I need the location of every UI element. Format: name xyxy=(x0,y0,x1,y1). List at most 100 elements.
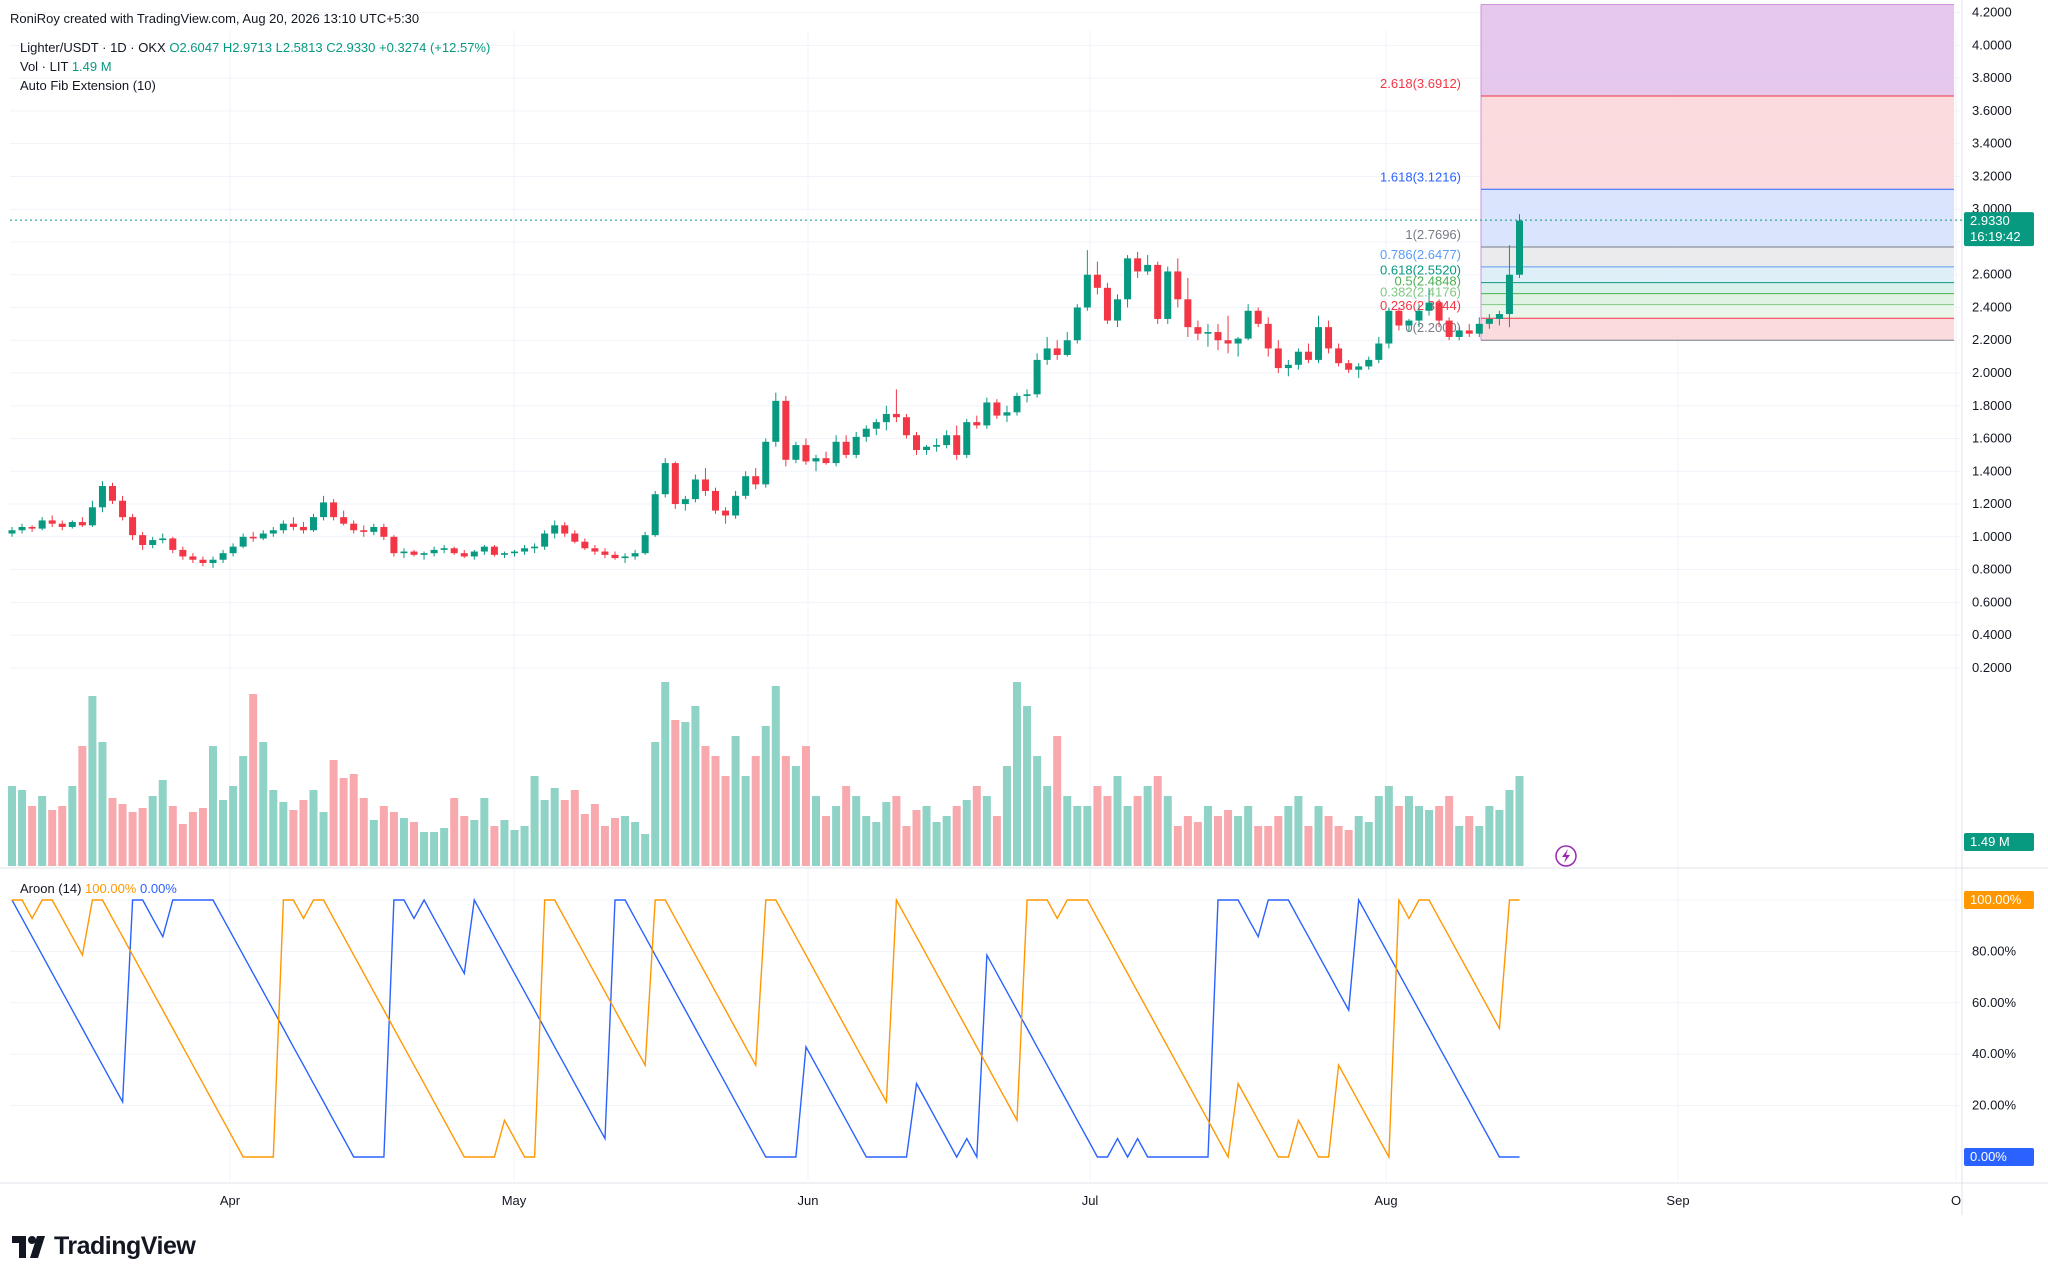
volume-bar xyxy=(158,780,167,866)
volume-legend[interactable]: Vol · LIT 1.49 M xyxy=(20,59,112,74)
candle xyxy=(299,522,307,534)
volume-bar xyxy=(902,826,911,866)
candle xyxy=(1083,250,1091,311)
volume-bar xyxy=(1475,826,1484,866)
candle xyxy=(1254,307,1262,328)
candle xyxy=(581,538,589,550)
volume-bar xyxy=(882,802,891,866)
candle-body xyxy=(119,500,127,518)
volume-bar xyxy=(1214,816,1222,866)
candle xyxy=(782,395,790,467)
volume-bar xyxy=(972,786,981,866)
volume-bar xyxy=(550,788,559,866)
volume-bar xyxy=(1294,796,1303,866)
candle xyxy=(1144,255,1152,275)
candlesticks[interactable] xyxy=(8,214,1524,568)
volume-bar xyxy=(500,820,509,866)
candle xyxy=(1415,304,1423,328)
time-tick-label: Apr xyxy=(220,1193,241,1208)
candle xyxy=(1214,323,1222,351)
candle xyxy=(189,553,197,564)
candle xyxy=(822,451,830,465)
volume-bar xyxy=(1354,816,1363,866)
price-tick-label: 1.6000 xyxy=(1972,431,2012,446)
volume-bar xyxy=(138,808,147,866)
time-tick-label: Aug xyxy=(1374,1193,1397,1208)
volume-bar xyxy=(48,810,57,866)
candle xyxy=(28,525,36,532)
aroon-tick-label: 60.00% xyxy=(1972,995,2017,1010)
candle xyxy=(802,438,810,465)
volume-bar xyxy=(922,806,931,866)
candle xyxy=(219,549,227,564)
candle xyxy=(430,546,438,557)
volume-bar xyxy=(1254,826,1263,866)
volume-bar xyxy=(1002,766,1011,866)
candle-body xyxy=(571,533,579,542)
candle-body xyxy=(209,559,217,564)
candle xyxy=(1204,323,1212,347)
volume-badge: 1.49 M xyxy=(1964,833,2034,851)
candle xyxy=(1274,340,1282,373)
volume-bar xyxy=(1445,796,1454,866)
candle xyxy=(1114,294,1121,328)
candle xyxy=(571,530,579,544)
candle-body xyxy=(1315,327,1322,360)
candle xyxy=(1516,214,1523,278)
volume-bar xyxy=(721,776,730,866)
volume-bar xyxy=(1425,810,1434,866)
candle-body xyxy=(1023,394,1031,396)
time-tick-label: May xyxy=(502,1193,527,1208)
aroon-up-badge-bg xyxy=(1964,891,2034,909)
volume-bar xyxy=(611,818,619,866)
fib-level-label: 0.382(2.4176) xyxy=(1380,285,1461,300)
price-tick-label: 1.2000 xyxy=(1972,496,2012,511)
price-tick-label: 4.2000 xyxy=(1972,5,2012,20)
candle-body xyxy=(1134,258,1142,272)
candle-body xyxy=(229,546,237,554)
candle xyxy=(732,490,740,519)
candle xyxy=(631,549,639,560)
volume-bar xyxy=(1093,786,1102,866)
candle-body xyxy=(350,523,358,531)
candle-body xyxy=(953,435,961,455)
candle-body xyxy=(752,476,760,485)
candle xyxy=(450,546,458,555)
aroon-down-badge: 0.00% xyxy=(1964,1148,2034,1166)
tradingview-logo[interactable]: TradingView xyxy=(12,1232,196,1261)
candle-body xyxy=(440,548,448,550)
candle-body xyxy=(732,495,740,516)
candle xyxy=(1455,327,1463,341)
aroon-legend[interactable]: Aroon (14) 100.00% 0.00% xyxy=(20,881,177,896)
tradingview-logo-icon xyxy=(12,1235,45,1258)
volume-bar xyxy=(269,790,278,866)
candle-body xyxy=(169,538,177,550)
symbol-legend[interactable]: Lighter/USDT · 1D · OKX O2.6047 H2.9713 … xyxy=(20,40,490,55)
candle xyxy=(1184,277,1192,337)
candle xyxy=(742,471,750,500)
aroon-up-badge-text: 100.00% xyxy=(1970,892,2022,907)
fib-legend[interactable]: Auto Fib Extension (10) xyxy=(20,78,156,93)
candle-body xyxy=(511,551,518,554)
candle-body xyxy=(1184,299,1192,328)
candle-body xyxy=(8,530,16,534)
time-tick-label: Sep xyxy=(1666,1193,1689,1208)
price-tick-label: 2.6000 xyxy=(1972,267,2012,282)
volume-bar xyxy=(1334,826,1343,866)
candle xyxy=(330,499,338,521)
volume-bar xyxy=(18,790,27,866)
candle xyxy=(179,546,187,560)
candle-body xyxy=(460,553,468,557)
candle xyxy=(1194,320,1202,341)
candle xyxy=(400,548,408,559)
volume-bar xyxy=(1244,806,1253,866)
candle xyxy=(691,474,699,503)
fib-zone xyxy=(1481,95,1954,190)
candle-body xyxy=(1154,264,1162,319)
volume-bar xyxy=(1515,776,1524,866)
volume-bar xyxy=(470,820,479,866)
brand-name: TradingView xyxy=(54,1232,196,1260)
volume-bar xyxy=(912,810,921,866)
candle xyxy=(832,435,840,467)
